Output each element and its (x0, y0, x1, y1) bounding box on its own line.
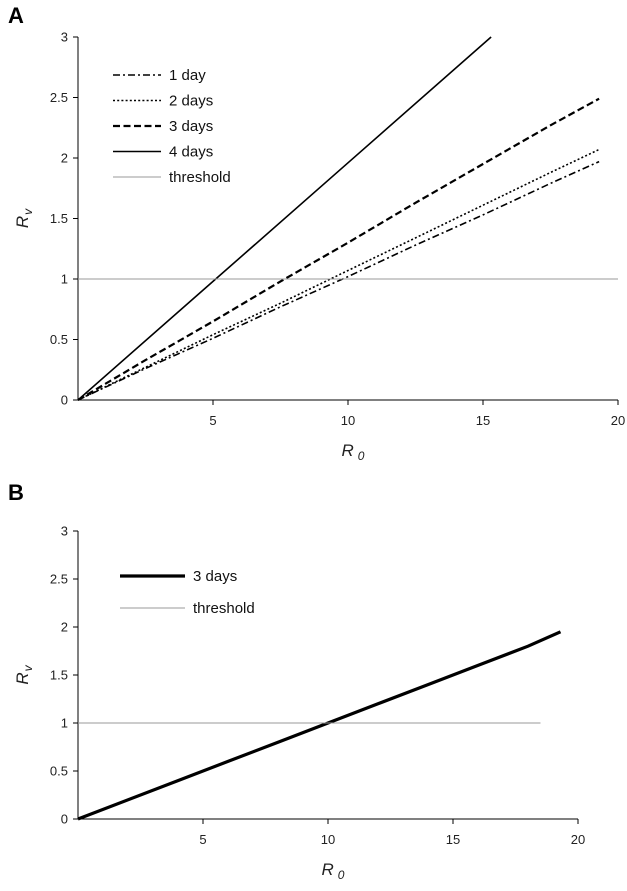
panel-b-y-tick-label: 1 (61, 716, 68, 731)
panel-b-y-tick-label: 0.5 (50, 764, 68, 779)
panel-a-legend-label-3-days: 3 days (169, 118, 213, 135)
panel-b-legend-label-threshold: threshold (193, 600, 255, 617)
panel-a-y-tick-label: 0.5 (50, 332, 68, 347)
panel-a-legend-label-1-day: 1 day (169, 67, 206, 84)
panel-b-x-tick-label: 15 (446, 832, 460, 847)
panel-a-y-tick-label: 3 (61, 30, 68, 45)
panel-a-series-3-days (77, 97, 600, 401)
panel-a-x-tick-label: 10 (341, 413, 355, 428)
panel-a-x-tick-label: 5 (209, 413, 216, 428)
panel-b-y-tick-label: 3 (61, 524, 68, 539)
panel-b-series-3-days (77, 630, 562, 821)
panel-b-y-tick-label: 0 (61, 812, 68, 827)
panel-a-letter: A (8, 3, 24, 28)
panel-a-y-axis-title: Rv (13, 208, 35, 228)
panel-a-y-tick-label: 1 (61, 272, 68, 287)
panel-a-series-1-day (77, 160, 600, 401)
panel-b-y-axis-title: Rv (13, 664, 35, 684)
panel-a-y-tick-label: 2.5 (50, 90, 68, 105)
panel-b-legend-label-3-days: 3 days (193, 568, 237, 585)
panel-a-x-tick-label: 20 (611, 413, 625, 428)
panel-a-y-tick-label: 2 (61, 151, 68, 166)
panel-a-y-tick-label: 0 (61, 393, 68, 408)
panel-a-legend-label-threshold: threshold (169, 169, 231, 186)
panel-b-x-tick-label: 20 (571, 832, 585, 847)
panel-a-series-4-days (77, 36, 492, 401)
panel-b-x-tick-label: 10 (321, 832, 335, 847)
panel-a-series-2-days (77, 148, 600, 401)
panel-b-y-tick-label: 2.5 (50, 572, 68, 587)
panel-a-y-tick-label: 1.5 (50, 211, 68, 226)
panel-b-y-tick-label: 1.5 (50, 668, 68, 683)
panel-a-x-tick-label: 15 (476, 413, 490, 428)
panel-a-legend-label-4-days: 4 days (169, 144, 213, 161)
panel-b-y-tick-label: 2 (61, 620, 68, 635)
panel-a-legend-label-2-days: 2 days (169, 93, 213, 110)
panel-b-x-tick-label: 5 (199, 832, 206, 847)
panel-b-letter: B (8, 480, 24, 505)
